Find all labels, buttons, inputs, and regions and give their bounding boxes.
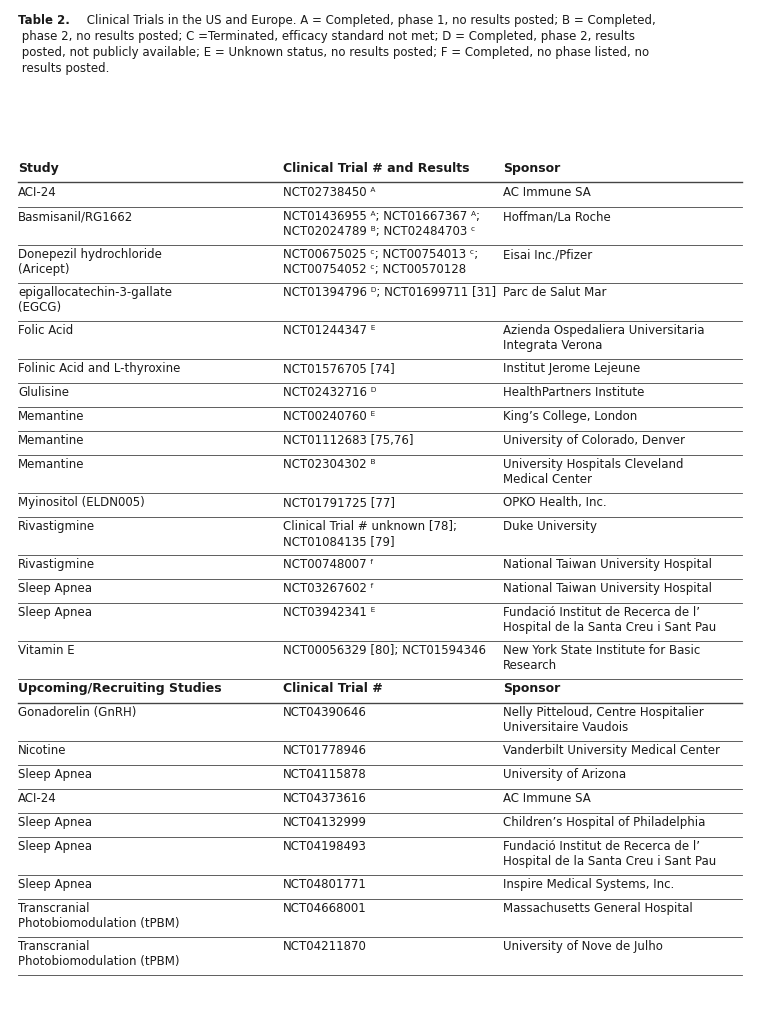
- Text: Institut Jerome Lejeune: Institut Jerome Lejeune: [503, 362, 640, 375]
- Text: Nicotine: Nicotine: [18, 744, 67, 757]
- Text: Basmisanil/RG1662: Basmisanil/RG1662: [18, 210, 133, 223]
- Text: NCT04115878: NCT04115878: [283, 768, 366, 781]
- Text: NCT01394796 ᴰ; NCT01699711 [31]: NCT01394796 ᴰ; NCT01699711 [31]: [283, 286, 496, 299]
- Text: Folinic Acid and L-thyroxine: Folinic Acid and L-thyroxine: [18, 362, 180, 375]
- Text: Nelly Pitteloud, Centre Hospitalier
Universitaire Vaudois: Nelly Pitteloud, Centre Hospitalier Univ…: [503, 706, 704, 734]
- Text: NCT03267602 ᶠ: NCT03267602 ᶠ: [283, 582, 374, 595]
- Text: Donepezil hydrochloride
(Aricept): Donepezil hydrochloride (Aricept): [18, 248, 162, 276]
- Text: NCT02432716 ᴰ: NCT02432716 ᴰ: [283, 386, 376, 399]
- Text: OPKO Health, Inc.: OPKO Health, Inc.: [503, 496, 606, 509]
- Text: Parc de Salut Mar: Parc de Salut Mar: [503, 286, 606, 299]
- Text: Upcoming/Recruiting Studies: Upcoming/Recruiting Studies: [18, 682, 222, 695]
- Text: Transcranial
Photobiomodulation (tPBM): Transcranial Photobiomodulation (tPBM): [18, 902, 179, 930]
- Text: Table 2.: Table 2.: [18, 14, 70, 27]
- Text: Massachusetts General Hospital: Massachusetts General Hospital: [503, 902, 693, 915]
- Text: Children’s Hospital of Philadelphia: Children’s Hospital of Philadelphia: [503, 816, 706, 829]
- Text: NCT04198493: NCT04198493: [283, 840, 367, 853]
- Text: Fundació Institut de Recerca de l’
Hospital de la Santa Creu i Sant Pau: Fundació Institut de Recerca de l’ Hospi…: [503, 840, 716, 868]
- Text: Rivastigmine: Rivastigmine: [18, 558, 95, 571]
- Text: NCT01244347 ᴱ: NCT01244347 ᴱ: [283, 324, 375, 337]
- Text: Rivastigmine: Rivastigmine: [18, 520, 95, 534]
- Text: NCT00240760 ᴱ: NCT00240760 ᴱ: [283, 410, 375, 423]
- Text: Gonadorelin (GnRH): Gonadorelin (GnRH): [18, 706, 136, 719]
- Text: epigallocatechin-3-gallate
(EGCG): epigallocatechin-3-gallate (EGCG): [18, 286, 172, 314]
- Text: Clinical Trial #: Clinical Trial #: [283, 682, 383, 695]
- Text: AC Immune SA: AC Immune SA: [503, 792, 590, 805]
- Text: Myinositol (ELDN005): Myinositol (ELDN005): [18, 496, 145, 509]
- Text: Fundació Institut de Recerca de l’
Hospital de la Santa Creu i Sant Pau: Fundació Institut de Recerca de l’ Hospi…: [503, 606, 716, 634]
- Text: Vanderbilt University Medical Center: Vanderbilt University Medical Center: [503, 744, 720, 757]
- Text: Memantine: Memantine: [18, 410, 85, 423]
- Text: Sleep Apnea: Sleep Apnea: [18, 816, 92, 829]
- Text: Sponsor: Sponsor: [503, 162, 560, 175]
- Text: Clinical Trials in the US and Europe. A = Completed, phase 1, no results posted;: Clinical Trials in the US and Europe. A …: [83, 14, 656, 27]
- Text: NCT01791725 [77]: NCT01791725 [77]: [283, 496, 395, 509]
- Text: University of Colorado, Denver: University of Colorado, Denver: [503, 434, 685, 447]
- Text: NCT04668001: NCT04668001: [283, 902, 366, 915]
- Text: AC Immune SA: AC Immune SA: [503, 186, 590, 199]
- Text: King’s College, London: King’s College, London: [503, 410, 637, 423]
- Text: Sleep Apnea: Sleep Apnea: [18, 582, 92, 595]
- Text: posted, not publicly available; E = Unknown status, no results posted; F = Compl: posted, not publicly available; E = Unkn…: [18, 46, 649, 59]
- Text: Vitamin E: Vitamin E: [18, 644, 75, 657]
- Text: Study: Study: [18, 162, 59, 175]
- Text: NCT01576705 [74]: NCT01576705 [74]: [283, 362, 394, 375]
- Text: NCT04390646: NCT04390646: [283, 706, 367, 719]
- Text: NCT00748007 ᶠ: NCT00748007 ᶠ: [283, 558, 374, 571]
- Text: NCT01436955 ᴬ; NCT01667367 ᴬ;
NCT02024789 ᴮ; NCT02484703 ᶜ: NCT01436955 ᴬ; NCT01667367 ᴬ; NCT0202478…: [283, 210, 480, 238]
- Text: NCT04132999: NCT04132999: [283, 816, 367, 829]
- Text: Sponsor: Sponsor: [503, 682, 560, 695]
- Text: results posted.: results posted.: [18, 62, 109, 75]
- Text: ACI-24: ACI-24: [18, 792, 57, 805]
- Text: Clinical Trial # and Results: Clinical Trial # and Results: [283, 162, 469, 175]
- Text: NCT01778946: NCT01778946: [283, 744, 367, 757]
- Text: Azienda Ospedaliera Universitaria
Integrata Verona: Azienda Ospedaliera Universitaria Integr…: [503, 324, 705, 352]
- Text: National Taiwan University Hospital: National Taiwan University Hospital: [503, 558, 712, 571]
- Text: Duke University: Duke University: [503, 520, 597, 534]
- Text: Eisai Inc./Pfizer: Eisai Inc./Pfizer: [503, 248, 592, 261]
- Text: Memantine: Memantine: [18, 434, 85, 447]
- Text: Sleep Apnea: Sleep Apnea: [18, 606, 92, 618]
- Text: University Hospitals Cleveland
Medical Center: University Hospitals Cleveland Medical C…: [503, 458, 684, 486]
- Text: National Taiwan University Hospital: National Taiwan University Hospital: [503, 582, 712, 595]
- Text: University of Nove de Julho: University of Nove de Julho: [503, 940, 663, 953]
- Text: ACI-24: ACI-24: [18, 186, 57, 199]
- Text: NCT04373616: NCT04373616: [283, 792, 367, 805]
- Text: NCT04801771: NCT04801771: [283, 878, 367, 891]
- Text: Inspire Medical Systems, Inc.: Inspire Medical Systems, Inc.: [503, 878, 674, 891]
- Text: NCT02738450 ᴬ: NCT02738450 ᴬ: [283, 186, 375, 199]
- Text: Sleep Apnea: Sleep Apnea: [18, 768, 92, 781]
- Text: Hoffman/La Roche: Hoffman/La Roche: [503, 210, 611, 223]
- Text: Sleep Apnea: Sleep Apnea: [18, 878, 92, 891]
- Text: phase 2, no results posted; C =Terminated, efficacy standard not met; D = Comple: phase 2, no results posted; C =Terminate…: [18, 30, 635, 43]
- Text: Memantine: Memantine: [18, 458, 85, 471]
- Text: University of Arizona: University of Arizona: [503, 768, 626, 781]
- Text: NCT00675025 ᶜ; NCT00754013 ᶜ;
NCT00754052 ᶜ; NCT00570128: NCT00675025 ᶜ; NCT00754013 ᶜ; NCT0075405…: [283, 248, 478, 276]
- Text: NCT01112683 [75,76]: NCT01112683 [75,76]: [283, 434, 413, 447]
- Text: Glulisine: Glulisine: [18, 386, 69, 399]
- Text: NCT00056329 [80]; NCT01594346: NCT00056329 [80]; NCT01594346: [283, 644, 486, 657]
- Text: NCT03942341 ᴱ: NCT03942341 ᴱ: [283, 606, 375, 618]
- Text: New York State Institute for Basic
Research: New York State Institute for Basic Resea…: [503, 644, 700, 672]
- Text: Transcranial
Photobiomodulation (tPBM): Transcranial Photobiomodulation (tPBM): [18, 940, 179, 968]
- Text: Sleep Apnea: Sleep Apnea: [18, 840, 92, 853]
- Text: Folic Acid: Folic Acid: [18, 324, 73, 337]
- Text: Clinical Trial # unknown [78];
NCT01084135 [79]: Clinical Trial # unknown [78]; NCT010841…: [283, 520, 457, 548]
- Text: HealthPartners Institute: HealthPartners Institute: [503, 386, 644, 399]
- Text: NCT02304302 ᴮ: NCT02304302 ᴮ: [283, 458, 375, 471]
- Text: NCT04211870: NCT04211870: [283, 940, 367, 953]
